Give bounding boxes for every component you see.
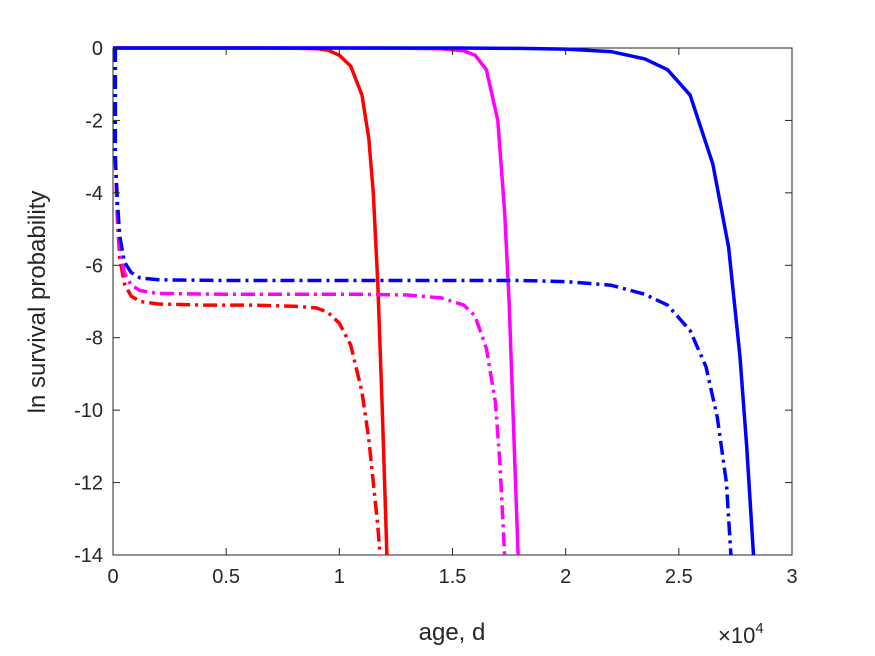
y-tick-label: -10 [74, 400, 103, 422]
y-tick-label: -8 [85, 328, 103, 350]
y-tick-label: -14 [74, 545, 103, 567]
x-axis-label: age, d [419, 619, 486, 646]
y-tick-label: -2 [85, 110, 103, 132]
y-tick-label: 0 [92, 38, 103, 60]
x-tick-label: 0 [107, 566, 118, 588]
plot-area [112, 47, 793, 556]
y-tick-label: -4 [85, 183, 103, 205]
series-line-3 [113, 46, 756, 556]
y-tick-label: -12 [74, 473, 103, 495]
x-tick-label: 3 [786, 566, 797, 588]
series-line-6 [113, 48, 733, 556]
series-line-5 [113, 48, 507, 556]
x-tick-label: 1.5 [439, 566, 467, 588]
x-tick-label: 1 [334, 566, 345, 588]
x-tick-label: 2 [560, 566, 571, 588]
y-tick-label: -6 [85, 255, 103, 277]
x-multiplier-exp: 4 [755, 620, 763, 637]
x-tick-label: 0.5 [212, 566, 240, 588]
y-axis-label: ln survival probability [24, 191, 51, 414]
series-line-4 [113, 48, 382, 556]
x-multiplier-label: ×104 [718, 620, 764, 648]
x-multiplier-base: ×10 [718, 623, 755, 648]
tick-layer: 0 0.5 1 1.5 2 2.5 3 0 -2 -4 -6 -8 -10 -12 -14 [74, 38, 797, 588]
x-tick-label: 2.5 [665, 566, 693, 588]
